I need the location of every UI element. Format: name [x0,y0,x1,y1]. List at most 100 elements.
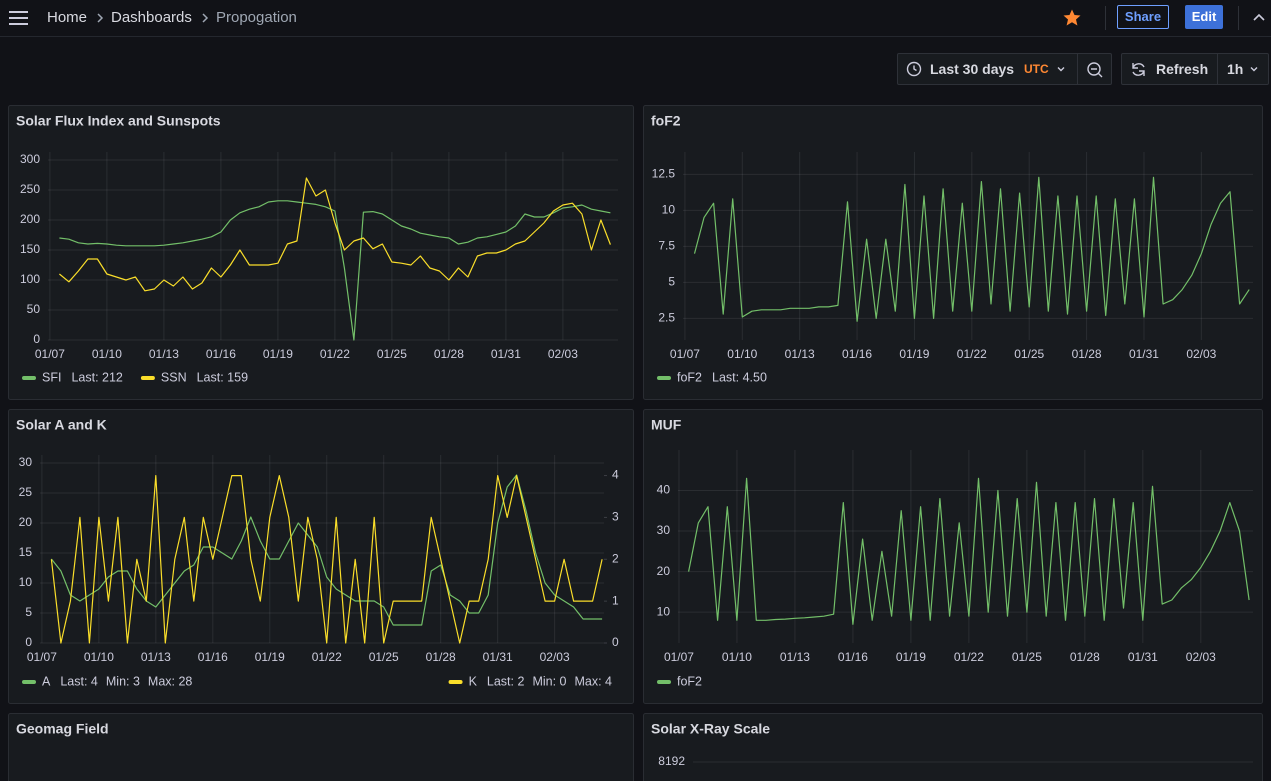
legend-label: SFI [42,370,61,384]
breadcrumb[interactable]: Home [47,9,88,26]
x-tick-label: 01/13 [785,347,815,361]
legend-stat: Min: 3 [106,674,140,688]
legend-label: SSN [161,370,187,384]
x-tick-label: 01/07 [664,650,694,664]
legend-item: foF2 [657,674,702,688]
series-line [688,477,1250,625]
panel-background [643,105,1263,400]
legend-stat: Max: 4 [574,674,612,688]
x-tick-label: 01/25 [377,347,407,361]
y-tick-label: 7.5 [658,239,675,253]
legend-swatch [140,376,155,380]
y2-tick-label: 4 [612,468,619,482]
y-tick-label: 50 [27,302,41,316]
x-tick-label: 01/07 [27,650,57,664]
legend-item: foF2 Last: 4.50 [657,370,767,384]
x-tick-label: 01/16 [842,347,872,361]
legend-swatch [22,376,36,380]
top-bar: Home Dashboards Propogation Share Edit [0,0,1271,37]
series-line [693,176,1250,322]
x-tick-label: 01/16 [198,650,228,664]
y-tick-label: 0 [25,635,32,649]
x-tick-label: 01/10 [92,347,122,361]
series-line [50,475,603,644]
panel-title: Solar Flux Index and Sunspots [16,113,221,129]
legend-label: K [469,674,478,688]
panel-title: Solar A and K [16,417,107,433]
x-tick-label: 01/16 [838,650,868,664]
divider [1105,6,1106,30]
x-tick-label: 01/31 [483,650,513,664]
divider [1238,6,1239,30]
panel-title: Solar X-Ray Scale [651,721,770,737]
time-picker[interactable]: Last 30 days UTC [897,53,1078,85]
y-tick-label: 25 [19,485,33,499]
time-range: Last 30 days [930,61,1015,77]
panel: Solar X-Ray Scale 8192 [643,713,1263,781]
zoom-out-button[interactable] [1077,53,1112,85]
y-tick-label: 5 [668,275,675,289]
share-button[interactable]: Share [1117,5,1169,29]
refresh-button[interactable]: Refresh [1121,53,1218,85]
y-tick-label: 0 [33,332,40,346]
panel: Geomag Field [8,713,634,781]
x-tick-label: 01/16 [206,347,236,361]
y-tick-label: 250 [20,182,40,196]
y2-tick-label: 3 [612,510,619,524]
legend-stat: Last: 212 [71,370,122,384]
x-tick-label: 01/22 [954,650,984,664]
legend-label: foF2 [677,674,702,688]
x-tick-label: 01/28 [1070,650,1100,664]
panel-background [643,409,1263,704]
legend-stat: Last: 4 [60,674,98,688]
dropdown-icon [1250,67,1258,72]
collapse-icon[interactable] [1252,11,1266,23]
y2-tick-label: 0 [612,635,619,649]
y-tick-label: 20 [657,564,671,578]
legend-item: A Last: 4 Min: 3 Max: 28 [22,674,192,688]
x-tick-label: 02/03 [548,347,578,361]
panel-title: Geomag Field [16,721,109,737]
y-tick-label: 300 [20,152,40,166]
dropdown-icon [1057,67,1065,72]
x-tick-label: 01/07 [670,347,700,361]
legend-swatch [22,680,36,684]
menu-icon[interactable] [8,9,30,27]
star-icon[interactable] [1062,8,1082,28]
breadcrumb[interactable]: Dashboards [111,9,192,26]
x-tick-label: 01/19 [899,347,929,361]
y-tick-label: 40 [657,483,671,497]
panel-background [8,713,634,781]
legend-item: SSN Last: 159 [140,370,248,384]
x-tick-label: 01/22 [957,347,987,361]
y-tick-label: 30 [19,455,33,469]
y-tick-label: 10 [662,203,676,217]
legend-stat: Last: 4.50 [712,370,767,384]
panel: Solar A and K01/07 01/10 01/13 01/16 01/19 01… [8,409,634,704]
x-tick-label: 01/13 [149,347,179,361]
y-tick-label: 10 [657,604,671,618]
x-tick-label: 01/31 [1128,650,1158,664]
refresh-interval[interactable]: 1h [1217,53,1269,85]
x-tick-label: 01/28 [1072,347,1102,361]
y-tick-label: 12.5 [652,167,676,181]
x-tick-label: 01/25 [1012,650,1042,664]
x-tick-label: 01/07 [35,347,65,361]
breadcrumb-current: Propogation [216,9,297,26]
x-tick-label: 01/31 [1129,347,1159,361]
breadcrumb-separator [202,13,209,23]
x-tick-label: 01/19 [896,650,926,664]
y-tick-label: 10 [19,575,33,589]
legend-stat: Min: 0 [532,674,566,688]
y-tick-label: 30 [657,523,671,537]
y-tick-label: 15 [19,545,33,559]
x-tick-label: 02/03 [1186,650,1216,664]
edit-button[interactable]: Edit [1185,5,1223,29]
x-tick-label: 01/22 [312,650,342,664]
panel-background [8,105,634,400]
x-tick-label: 01/31 [491,347,521,361]
panel-title: MUF [651,417,682,433]
legend-stat: Last: 159 [197,370,248,384]
